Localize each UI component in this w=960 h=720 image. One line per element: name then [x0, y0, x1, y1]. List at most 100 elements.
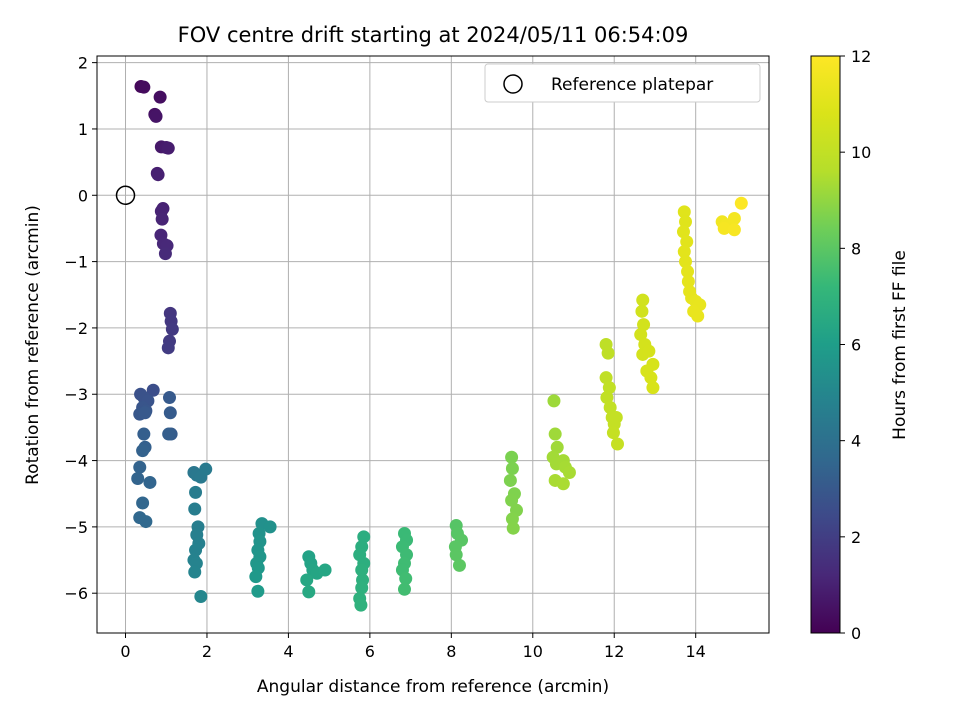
- data-point: [155, 212, 169, 226]
- data-point: [727, 223, 741, 237]
- x-tick-label: 8: [446, 642, 456, 661]
- y-tick-label: −6: [64, 584, 88, 603]
- data-points: [131, 80, 748, 612]
- data-point: [601, 346, 615, 360]
- data-point: [189, 485, 203, 499]
- data-point: [550, 440, 564, 454]
- data-point: [636, 293, 650, 307]
- data-point: [505, 462, 519, 476]
- data-point: [634, 328, 648, 342]
- data-point: [189, 543, 203, 557]
- legend-label: Reference platepar: [551, 75, 713, 95]
- data-point: [449, 548, 463, 562]
- colorbar-tick-label: 0: [851, 624, 861, 643]
- x-tick-label: 4: [283, 642, 293, 661]
- x-tick-label: 10: [523, 642, 543, 661]
- data-point: [249, 570, 263, 584]
- colorbar-tick-label: 4: [851, 432, 861, 451]
- data-point: [506, 521, 520, 535]
- y-axis-label: Rotation from reference (arcmin): [23, 205, 43, 485]
- data-point: [600, 391, 614, 405]
- data-point: [188, 565, 202, 579]
- data-point: [133, 460, 147, 474]
- data-point: [505, 493, 519, 507]
- y-tick-label: 0: [78, 186, 88, 205]
- data-point: [302, 585, 316, 599]
- data-point: [136, 444, 150, 458]
- data-point: [503, 473, 517, 487]
- data-point: [505, 512, 519, 526]
- reference-platepar-marker: [115, 185, 136, 206]
- colorbar-label: Hours from first FF file: [890, 250, 910, 440]
- data-point: [139, 515, 153, 529]
- x-axis-label: Angular distance from reference (arcmin): [257, 677, 609, 697]
- data-point: [158, 247, 172, 261]
- data-point: [556, 477, 570, 491]
- data-point: [602, 381, 616, 395]
- data-point: [603, 401, 617, 415]
- data-point: [355, 563, 369, 577]
- data-point: [151, 168, 165, 182]
- legend-box: [484, 63, 761, 103]
- data-point: [691, 309, 705, 323]
- legend-marker-icon: [503, 74, 523, 94]
- data-point: [547, 394, 561, 408]
- y-tick-label: −2: [64, 319, 88, 338]
- data-point: [357, 530, 371, 544]
- data-point: [251, 584, 265, 598]
- y-tick-label: −3: [64, 385, 88, 404]
- y-tick-label: −1: [64, 253, 88, 272]
- data-point: [162, 391, 176, 405]
- x-tick-label: 6: [365, 642, 375, 661]
- data-point: [646, 381, 660, 395]
- data-point: [606, 426, 620, 440]
- data-point: [161, 141, 175, 155]
- data-point: [734, 196, 748, 210]
- data-point: [680, 235, 694, 249]
- data-point: [263, 520, 277, 534]
- colorbar-gradient: [810, 55, 841, 634]
- data-point: [162, 427, 176, 441]
- data-point: [717, 221, 731, 235]
- y-tick-label: 1: [78, 120, 88, 139]
- data-point: [143, 475, 157, 489]
- y-tick-label: −4: [64, 452, 88, 471]
- y-tick-label: −5: [64, 518, 88, 537]
- colorbar-tick-label: 10: [851, 143, 871, 162]
- colorbar-tick-label: 8: [851, 239, 861, 258]
- data-point: [452, 558, 466, 572]
- data-point: [161, 341, 175, 355]
- data-point: [153, 90, 167, 104]
- data-point: [642, 344, 656, 358]
- plot-frame: [96, 55, 770, 634]
- grid-lines: [97, 56, 769, 633]
- data-point: [681, 265, 695, 279]
- data-point: [505, 450, 519, 464]
- chart-title: FOV centre drift starting at 2024/05/11 …: [178, 23, 689, 47]
- data-point: [727, 211, 741, 225]
- data-point: [355, 581, 369, 595]
- data-point: [548, 427, 562, 441]
- x-tick-label: 12: [604, 642, 624, 661]
- data-point: [679, 255, 693, 269]
- data-point: [677, 245, 691, 259]
- colorbar-tick-label: 6: [851, 336, 861, 355]
- data-point: [137, 427, 151, 441]
- data-point: [599, 371, 613, 385]
- data-point: [194, 590, 208, 604]
- data-point: [138, 406, 152, 420]
- data-point: [199, 462, 213, 476]
- data-point: [644, 371, 658, 385]
- data-point: [318, 563, 332, 577]
- colorbar-ticks: 0 2 4 6 8 10 12: [840, 47, 871, 643]
- data-point: [300, 573, 314, 587]
- data-point: [136, 496, 150, 510]
- x-tick-label: 14: [686, 642, 706, 661]
- data-point: [635, 304, 649, 318]
- colorbar-tick-label: 12: [851, 47, 871, 66]
- x-tick-label: 2: [202, 642, 212, 661]
- data-point: [131, 471, 145, 485]
- data-point: [188, 502, 202, 516]
- y-tick-label: 2: [78, 54, 88, 73]
